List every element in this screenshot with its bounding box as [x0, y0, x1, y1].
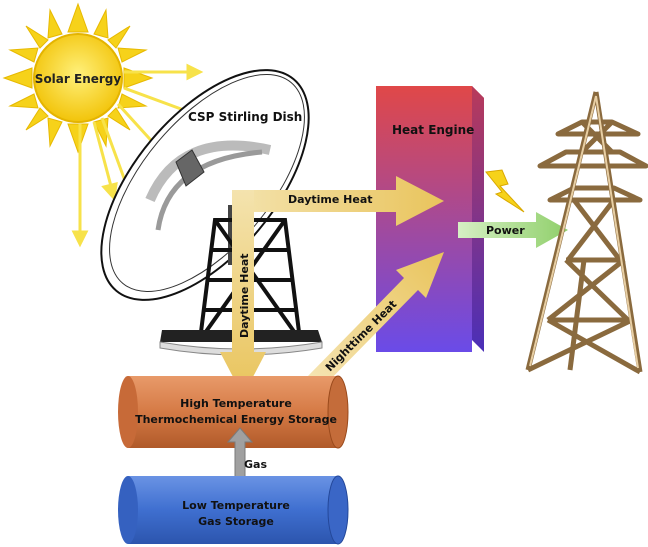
- high-temp-storage-line1: High Temperature: [180, 397, 292, 410]
- low-temp-storage-tank: [118, 475, 349, 545]
- transmission-tower-highlight: [529, 95, 639, 369]
- csp-stirling-dish: [100, 69, 323, 356]
- daytime-heat-vertical-label: Daytime Heat: [238, 253, 251, 338]
- lightning-bolt-icon: [485, 169, 525, 213]
- low-temp-storage-line1: Low Temperature: [182, 499, 290, 512]
- nighttime-heat-arrow: [306, 252, 444, 390]
- heat-engine-label: Heat Engine: [392, 123, 474, 137]
- power-label: Power: [486, 224, 525, 237]
- low-temp-storage-line2: Gas Storage: [198, 515, 274, 528]
- power-arrow: [458, 212, 568, 248]
- gas-label: Gas: [244, 458, 267, 471]
- sun-icon: [2, 2, 154, 154]
- high-temp-storage-line2: Thermochemical Energy Storage: [135, 413, 337, 426]
- solar-energy-label: Solar Energy: [35, 72, 122, 86]
- csp-dish-label: CSP Stirling Dish: [188, 110, 302, 124]
- daytime-heat-horizontal-label: Daytime Heat: [288, 193, 373, 206]
- daytime-heat-arrow: [220, 176, 444, 396]
